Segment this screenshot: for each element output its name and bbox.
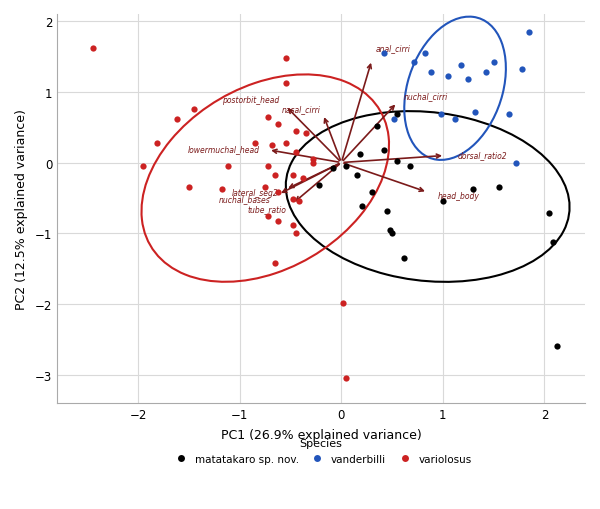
X-axis label: PC1 (26.9% explained variance): PC1 (26.9% explained variance): [221, 428, 421, 441]
Text: tube_ratio: tube_ratio: [248, 205, 287, 214]
Text: nasal_cirri: nasal_cirri: [282, 105, 321, 114]
Legend: matatakaro sp. nov., vanderbilli, variolosus: matatakaro sp. nov., vanderbilli, variol…: [166, 435, 476, 468]
Text: lateral_seg2: lateral_seg2: [232, 189, 279, 198]
Y-axis label: PC2 (12.5% explained variance): PC2 (12.5% explained variance): [15, 109, 28, 309]
Text: nuchal_cirri: nuchal_cirri: [404, 92, 448, 100]
Text: postorbit_head: postorbit_head: [221, 96, 279, 104]
Text: nuchal_bases: nuchal_bases: [219, 194, 271, 203]
Text: dorsal_ratio2: dorsal_ratio2: [457, 151, 507, 160]
Text: head_body: head_body: [438, 192, 480, 201]
Text: anal_cirri: anal_cirri: [376, 44, 410, 53]
Text: lowermuchal_head: lowermuchal_head: [188, 145, 260, 154]
